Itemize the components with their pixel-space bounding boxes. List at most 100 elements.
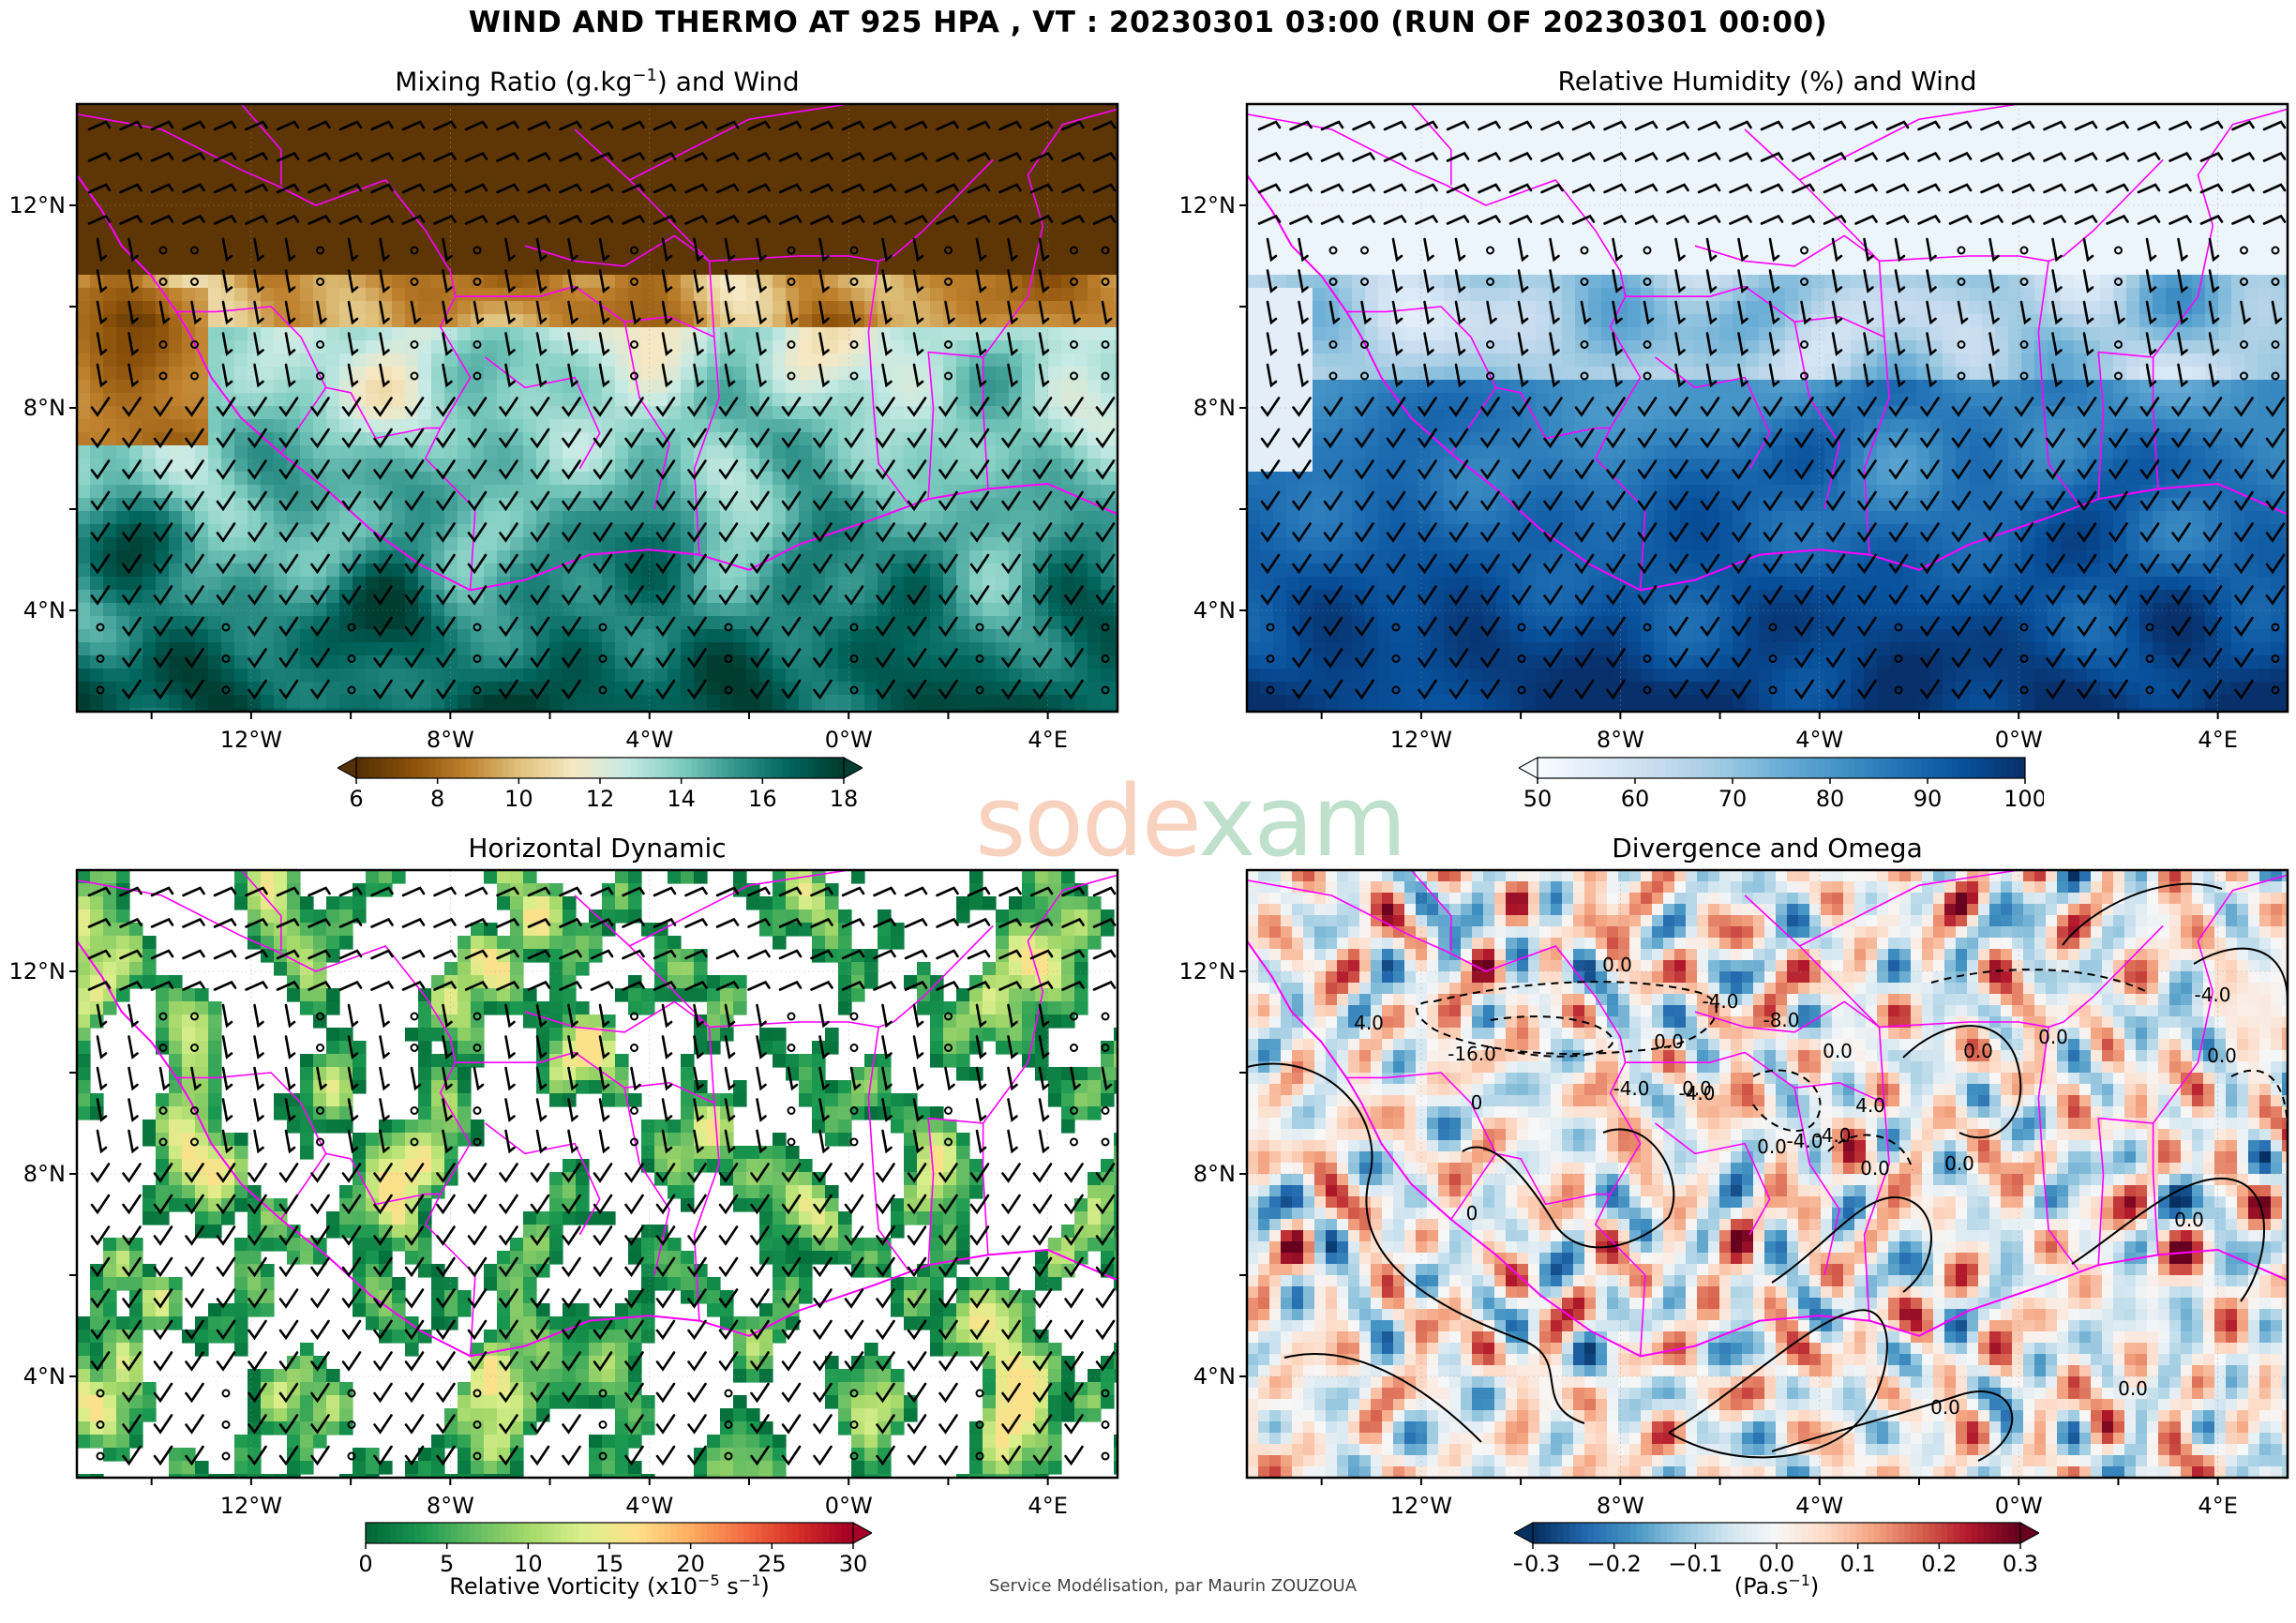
lon-tick-label: 4°W	[625, 1493, 673, 1519]
lon-tick-label: 4°E	[1028, 1493, 1067, 1519]
colorbar-tick-label: 0.1	[1840, 1551, 1876, 1577]
lon-tick-label: 0°W	[825, 727, 873, 753]
contour-label: 0.0	[2207, 1044, 2237, 1067]
contour-label: 0.0	[1823, 1040, 1853, 1062]
contour-label: -4.0	[1678, 1082, 1715, 1105]
contour-label: 0	[1466, 1202, 1478, 1225]
colorbar-tick-label: 12	[586, 786, 615, 812]
colorbar-tick-label: 100	[2003, 786, 2044, 812]
map-relative-humidity: 12°W 8°W 4°W 0°W 4°E 12°N 8°N 4°N	[1179, 102, 2289, 753]
lat-tick-label: 8°N	[23, 1161, 66, 1187]
lon-tick-label: 8°W	[427, 727, 474, 753]
colorbar-relative-humidity: 50 60 70 80 90 100	[1517, 756, 2047, 825]
contour-label: -4.0	[2194, 984, 2230, 1006]
colorbar-tick-label: 8	[430, 786, 444, 812]
colorbar-tick-label: −0.3	[1514, 1551, 1560, 1577]
main-title: WIND AND THERMO AT 925 HPA , VT : 202303…	[468, 6, 1828, 39]
lat-tick-label: 8°N	[1193, 1161, 1236, 1187]
colorbar-tick-label: 10	[504, 786, 533, 812]
colorbar-tick-label: 10	[514, 1551, 543, 1577]
colorbar-vorticity: 0 5 10 15 20 25 30	[347, 1521, 874, 1590]
colorbar-tick-label: −0.2	[1587, 1551, 1642, 1577]
lon-tick-label: 4°E	[2198, 727, 2237, 753]
map-panel-relative-humidity: 12°W 8°W 4°W 0°W 4°E 12°N 8°N 4°N	[1179, 102, 2289, 753]
colorbar-tick-label: 6	[349, 786, 363, 812]
colorbar-label-omega: (Pa.s−1)	[1733, 1571, 1820, 1600]
contour-label: 0.0	[1654, 1030, 1684, 1053]
lon-tick-label: 12°W	[220, 1493, 282, 1519]
lon-tick-label: 4°W	[1795, 1493, 1843, 1519]
colorbar-tick-label: 60	[1621, 786, 1650, 812]
lon-tick-label: 8°W	[1597, 1493, 1644, 1519]
lat-tick-label: 4°N	[1193, 597, 1236, 624]
colorbar-tick-label: 0	[358, 1551, 372, 1577]
lat-tick-label: 12°N	[9, 192, 67, 218]
colorbar-tick-label: 0.3	[2003, 1551, 2038, 1577]
lon-tick-label: 12°W	[1390, 1493, 1452, 1519]
panel-title-mixing-ratio: Mixing Ratio (g.kg−1) and Wind	[395, 66, 800, 98]
colorbar-tick-label: 5	[440, 1551, 454, 1577]
contour-label: 0.0	[1757, 1135, 1787, 1158]
contour-label: 0.0	[1860, 1157, 1890, 1180]
lon-tick-label: 0°W	[1995, 727, 2043, 753]
colorbar-tick-label: 80	[1816, 786, 1845, 812]
colorbar-tick-label: 25	[758, 1551, 787, 1577]
lon-tick-label: 4°E	[2198, 1493, 2237, 1519]
panel-title-relative-humidity: Relative Humidity (%) and Wind	[1557, 66, 1977, 97]
colorbar-omega: −0.3 −0.2 −0.1 0.0 0.1 0.2 0.3	[1506, 1521, 2041, 1590]
lon-tick-label: 4°W	[1795, 727, 1843, 753]
lon-tick-label: 12°W	[220, 727, 282, 753]
panel-title-horizontal-dynamic: Horizontal Dynamic	[468, 833, 727, 864]
colorbar-tick-label: 20	[676, 1551, 705, 1577]
lat-tick-label: 12°N	[1179, 958, 1237, 984]
contour-label: 0	[1471, 1091, 1483, 1114]
contour-label: 0.0	[1963, 1040, 1993, 1062]
lon-tick-label: 0°W	[825, 1493, 873, 1519]
lon-tick-label: 4°W	[625, 727, 673, 753]
lat-tick-label: 12°N	[1179, 192, 1237, 218]
colorbar-tick-label: 0.2	[1921, 1551, 1957, 1577]
colorbar-tick-label: 16	[748, 786, 777, 812]
watermark-part2: xam	[1197, 764, 1407, 879]
map-panel-mixing-ratio: 12°W 8°W 4°W 0°W 4°E 12°N 8°N 4°N	[9, 102, 1119, 753]
contour-label: 0.0	[2118, 1377, 2148, 1400]
map-divergence-omega: 0.0-4.0-8.0-16.00.0-4.04.000.0-4.00.00.0…	[1179, 868, 2289, 1519]
contour-label: -8.0	[1763, 1009, 1799, 1031]
lat-tick-label: 4°N	[23, 597, 66, 624]
contour-label: 0.0	[1944, 1152, 1974, 1175]
contour-label: 0.0	[1682, 1077, 1712, 1100]
colorbar-tick-label: 90	[1913, 786, 1943, 812]
watermark-logo: sodexam	[975, 764, 1407, 879]
contour-label: -4.0	[1814, 1124, 1851, 1147]
contour-label: 4.0	[1354, 1012, 1384, 1034]
lon-tick-label: 8°W	[427, 1493, 474, 1519]
colorbar-tick-label: −0.1	[1668, 1551, 1722, 1577]
lat-tick-label: 4°N	[1193, 1363, 1236, 1390]
contour-label: -4.0	[1702, 990, 1738, 1013]
panel-title-divergence-omega: Divergence and Omega	[1612, 833, 1923, 864]
contour-label: 0.0	[1930, 1396, 1960, 1419]
lon-tick-label: 12°W	[1390, 727, 1452, 753]
map-panel-divergence-omega: 0.0 -4.0 -8.0 -16.0 0.0 -4.0 4.0 0 0.0 -4.0 0.0 0.0…	[1179, 868, 2289, 1519]
map-mixing-ratio: 12°W 8°W 4°W 0°W 4°E 12°N 8°N 4°N	[9, 102, 1119, 753]
lat-tick-label: 4°N	[23, 1363, 66, 1390]
lat-tick-label: 8°N	[1193, 395, 1236, 421]
colorbar-tick-label: 30	[839, 1551, 868, 1577]
colorbar-tick-label: 70	[1718, 786, 1748, 812]
colorbar-tick-label: 18	[830, 786, 859, 812]
colorbar-mixing-ratio: 6 8 10 12 14 16 18	[336, 756, 864, 825]
colorbar-tick-label: 50	[1523, 786, 1553, 812]
lon-tick-label: 0°W	[1995, 1493, 2043, 1519]
map-panel-horizontal-dynamic: 12°W 8°W 4°W 0°W 4°E 12°N 8°N 4°N	[9, 868, 1119, 1519]
colorbar-tick-label: 15	[595, 1551, 624, 1577]
lat-tick-label: 8°N	[23, 395, 66, 421]
lat-tick-label: 12°N	[9, 958, 67, 984]
contour-label: -16.0	[1448, 1043, 1496, 1065]
lon-tick-label: 8°W	[1597, 727, 1644, 753]
contour-label: -4.0	[1786, 1130, 1823, 1152]
contour-label: 0.0	[2038, 1026, 2068, 1048]
credit-text: Service Modélisation, par Maurin ZOUZOUA	[989, 1576, 1358, 1596]
colorbar-tick-label: 14	[667, 786, 696, 812]
contour-label: 0.0	[2174, 1209, 2204, 1231]
colorbar-tick-label: 0.0	[1759, 1551, 1794, 1577]
